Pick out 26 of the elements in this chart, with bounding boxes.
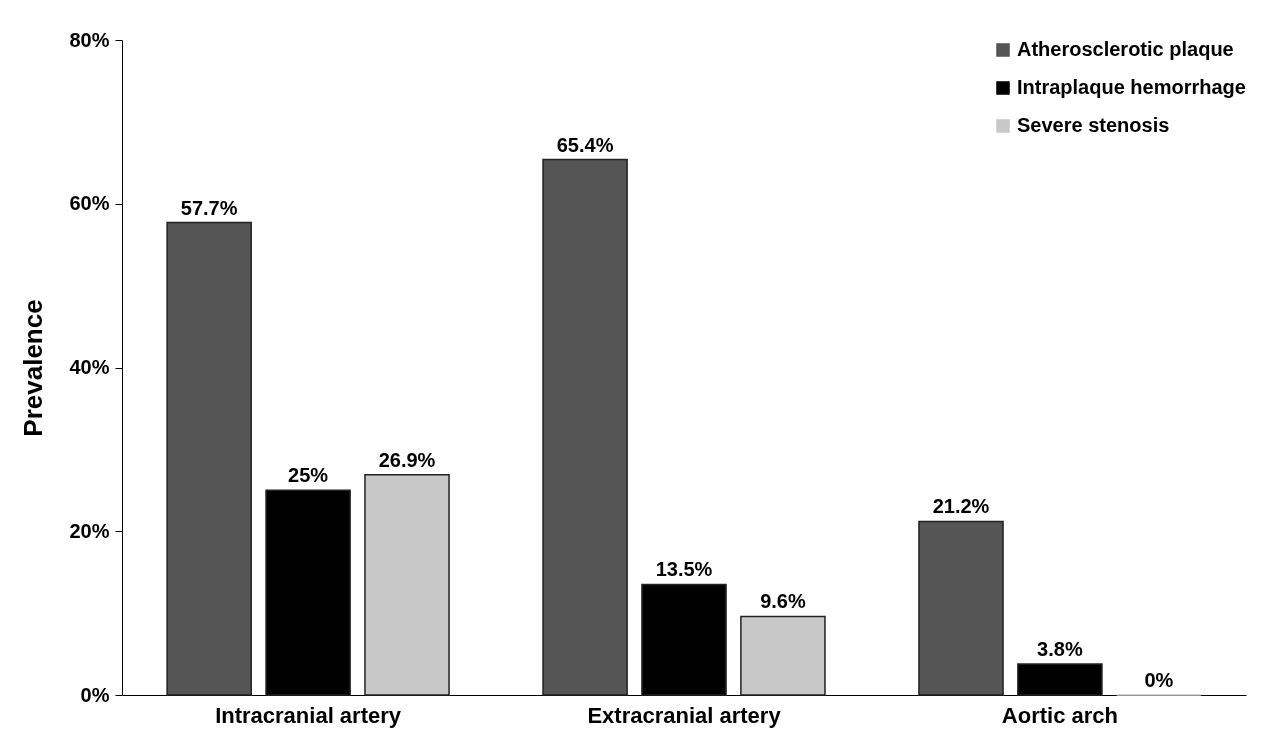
data-label: 65.4% (556, 133, 614, 156)
x-tick-label: Intracranial artery (215, 702, 402, 728)
data-label: 26.9% (378, 448, 436, 471)
data-label: 21.2% (932, 495, 990, 518)
data-label: 13.5% (655, 558, 713, 581)
y-tick-label: 40% (69, 356, 110, 378)
legend-label: Atherosclerotic plaque (1017, 38, 1234, 60)
legend-label: Severe stenosis (1017, 114, 1170, 136)
data-label: 57.7% (180, 196, 238, 219)
bar (542, 158, 628, 696)
y-axis-title: Prevalence (18, 299, 49, 437)
y-tick-label: 20% (69, 519, 110, 542)
y-tick-label: 60% (69, 192, 110, 215)
x-tick-label: Extracranial artery (587, 702, 782, 728)
data-label: 0% (1144, 669, 1174, 691)
bar (364, 474, 450, 696)
y-tick-label: 80% (69, 28, 110, 51)
data-label: 25% (288, 464, 329, 487)
data-label: 3.8% (1037, 637, 1083, 660)
bar (166, 221, 252, 696)
x-tick-label: Aortic arch (1001, 702, 1118, 728)
bar (918, 520, 1004, 696)
data-label: 9.6% (760, 590, 806, 613)
legend-label: Intraplaque hemorrhage (1017, 76, 1246, 98)
bar (740, 615, 826, 696)
y-tick-label: 0% (80, 683, 110, 706)
